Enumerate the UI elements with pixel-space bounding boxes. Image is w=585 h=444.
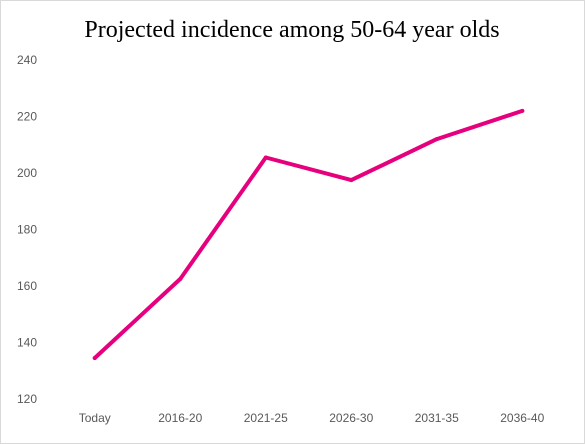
x-tick-label: 2016-20: [158, 411, 202, 425]
data-point: [434, 137, 439, 142]
y-tick-label: 220: [17, 110, 37, 124]
data-point: [520, 108, 525, 113]
x-tick-label: 2031-35: [415, 411, 459, 425]
data-point: [92, 356, 97, 361]
y-tick-label: 240: [17, 53, 37, 67]
y-axis: 120 140 160 180 200 220 240: [17, 53, 37, 406]
series-line: [92, 108, 525, 360]
x-tick-label: 2036-40: [500, 411, 544, 425]
chart-title: Projected incidence among 50-64 year old…: [84, 17, 499, 43]
y-tick-label: 180: [17, 223, 37, 237]
y-tick-label: 120: [17, 392, 37, 406]
x-tick-label: 2026-30: [329, 411, 373, 425]
y-tick-label: 200: [17, 166, 37, 180]
data-point: [178, 276, 183, 281]
x-tick-label: Today: [79, 411, 111, 425]
x-tick-label: 2021-25: [244, 411, 288, 425]
x-axis: Today 2016-20 2021-25 2026-30 2031-35 2036-40: [79, 411, 545, 425]
y-tick-label: 140: [17, 336, 37, 350]
data-point: [263, 155, 268, 160]
data-point: [349, 178, 354, 183]
y-tick-label: 160: [17, 279, 37, 293]
series-layer: [92, 108, 525, 361]
